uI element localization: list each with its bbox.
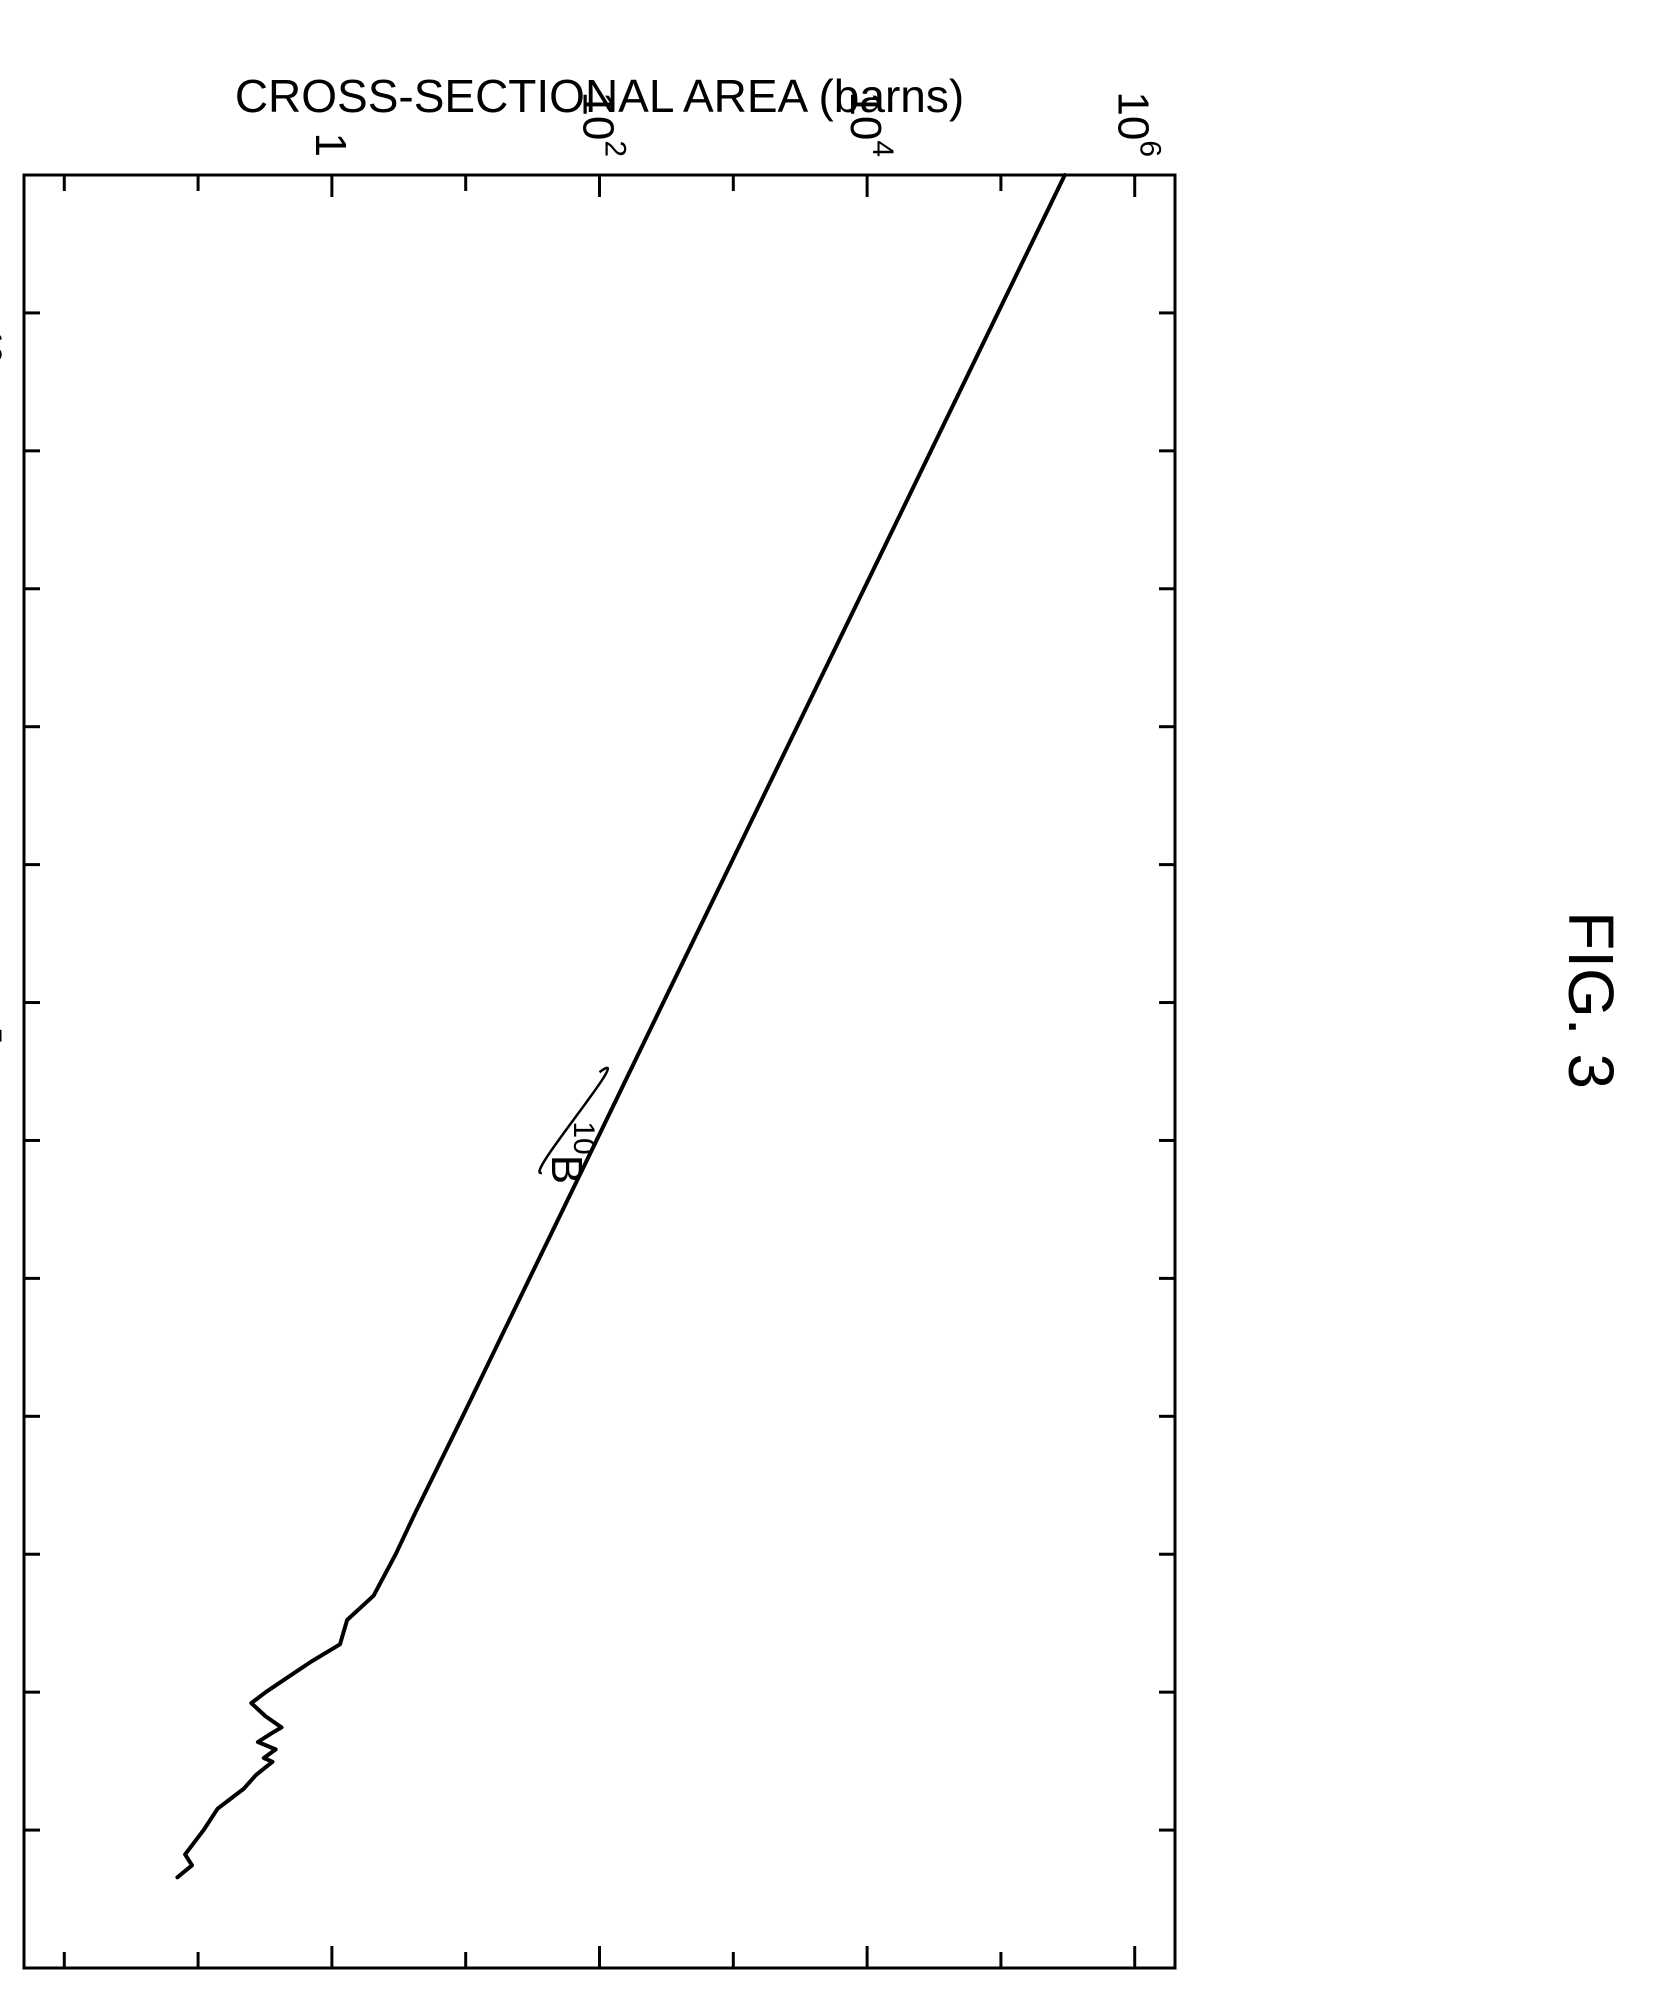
y-tick-label: 1 <box>306 133 355 157</box>
x-tick-label: 10−5 <box>0 961 7 1044</box>
annotation-10B: 10B <box>542 1121 600 1184</box>
y-tick-label: 106 <box>1109 91 1167 157</box>
y-tick-label: 102 <box>574 91 632 157</box>
figure-label: FIG. 3 <box>1555 911 1627 1089</box>
x-tick-label: 10−10 <box>0 263 7 363</box>
y-tick-label: 104 <box>841 91 899 157</box>
series-line-10B <box>175 173 1067 1880</box>
annotation-leader <box>538 1066 609 1174</box>
y-axis-label: CROSS-SECTIONAL AREA (barns) <box>235 70 964 122</box>
